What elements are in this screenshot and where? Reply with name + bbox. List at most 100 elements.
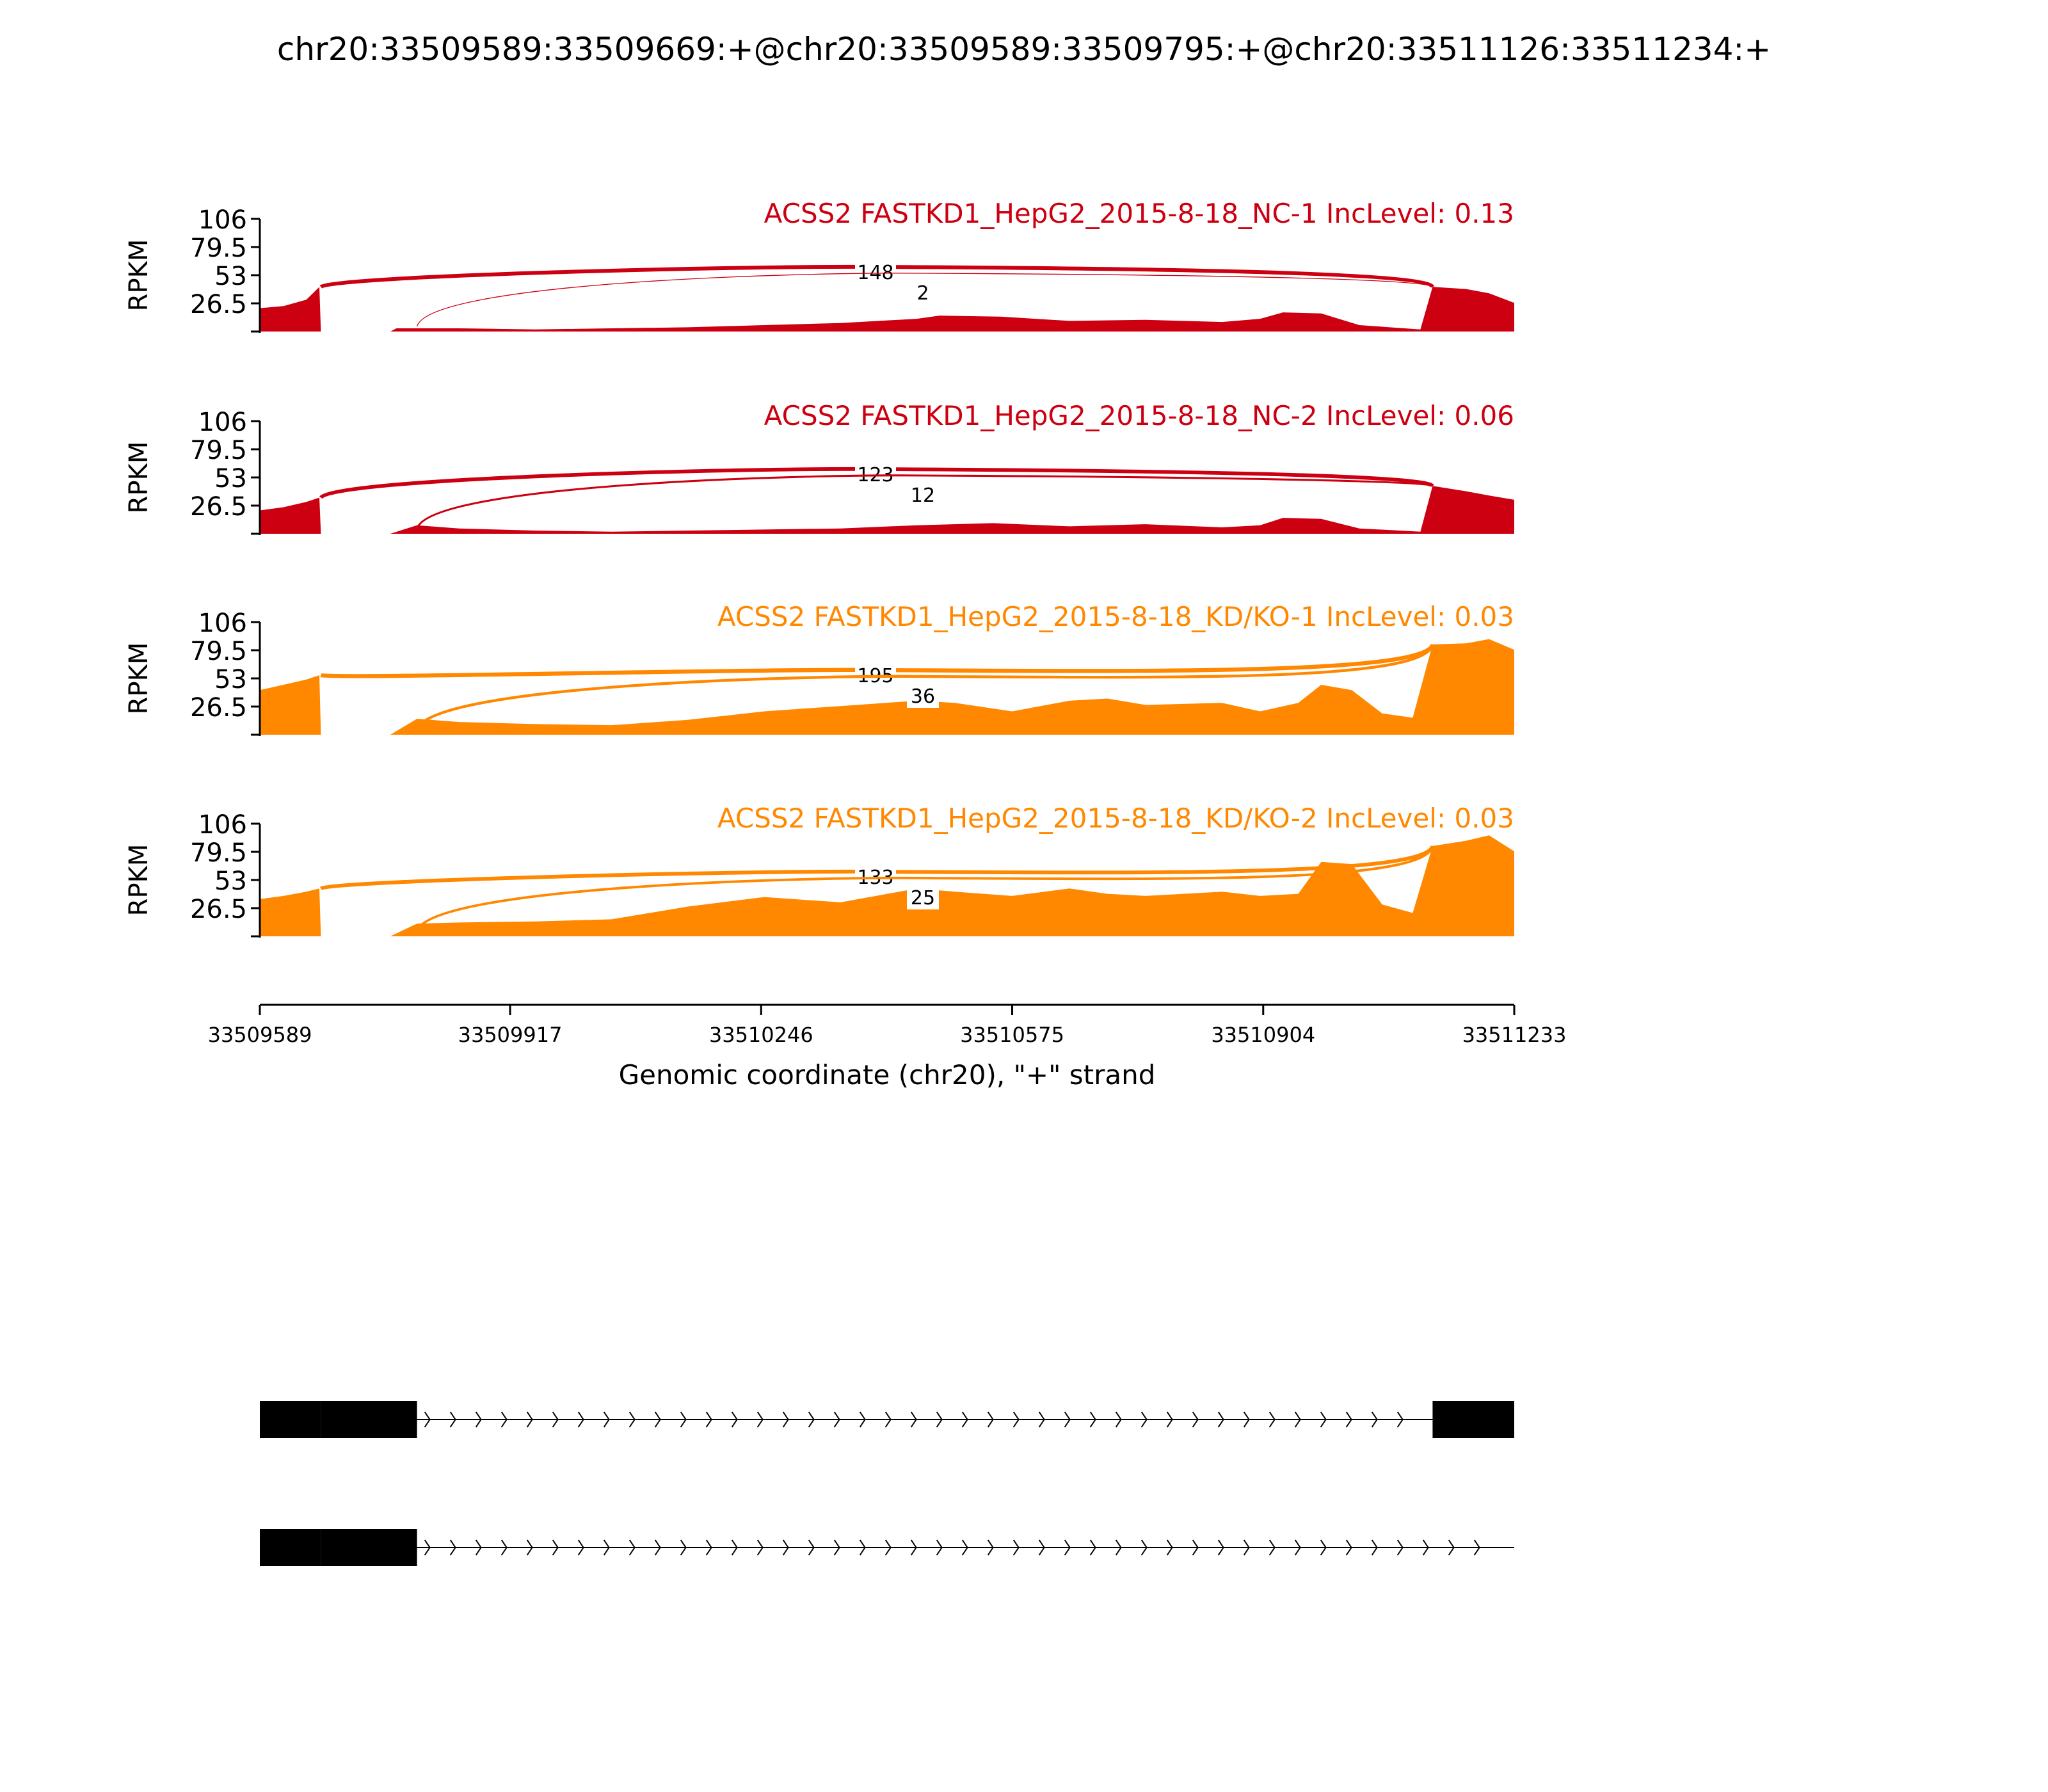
x-tick-label: 33509589 xyxy=(208,1023,312,1047)
strand-arrow xyxy=(987,1539,994,1556)
y-tick-label: 79.5 xyxy=(190,838,247,868)
x-tick-label: 33510575 xyxy=(960,1023,1064,1047)
strand-arrow xyxy=(756,1411,764,1428)
y-tick-label: 106 xyxy=(198,205,247,235)
strand-arrow xyxy=(680,1539,687,1556)
y-tick-label: 79.5 xyxy=(190,436,247,465)
coverage-area xyxy=(260,287,1514,332)
strand-arrow xyxy=(424,1411,431,1428)
strand-arrow xyxy=(1396,1539,1404,1556)
junction-label-box xyxy=(907,686,939,708)
strand-arrow xyxy=(705,1411,712,1428)
strand-arrow xyxy=(808,1539,815,1556)
y-tick-label: 26.5 xyxy=(190,290,247,319)
strand-arrow xyxy=(424,1539,431,1556)
strand-arrow xyxy=(577,1411,584,1428)
x-tick-label: 33509917 xyxy=(458,1023,563,1047)
exon-block xyxy=(260,1401,321,1438)
sample-label: ACSS2 FASTKD1_HepG2_2015-8-18_KD/KO-1 In… xyxy=(717,601,1514,632)
strand-arrow xyxy=(731,1539,738,1556)
strand-arrow xyxy=(859,1411,866,1428)
y-tick-label: 106 xyxy=(198,408,247,437)
junction-arc xyxy=(416,273,1433,327)
strand-arrow xyxy=(526,1411,533,1428)
y-tick-label: 53 xyxy=(214,464,247,493)
strand-arrow xyxy=(1115,1411,1122,1428)
strand-arrow xyxy=(1140,1539,1148,1556)
strand-arrow xyxy=(1166,1411,1173,1428)
isoform-track xyxy=(260,1401,1514,1566)
figure-title: chr20:33509589:33509669:+@chr20:33509589… xyxy=(277,31,1771,68)
strand-arrow xyxy=(987,1411,994,1428)
y-tick-label: 53 xyxy=(214,665,247,694)
strand-arrow xyxy=(1294,1539,1301,1556)
strand-arrow xyxy=(628,1539,636,1556)
strand-arrow xyxy=(1422,1539,1429,1556)
strand-arrow xyxy=(552,1411,559,1428)
x-axis-label: Genomic coordinate (chr20), "+" strand xyxy=(619,1059,1156,1091)
strand-arrow xyxy=(1448,1539,1455,1556)
isoform xyxy=(260,1529,1514,1566)
strand-arrow xyxy=(910,1539,917,1556)
strand-arrow xyxy=(475,1539,482,1556)
strand-arrow xyxy=(603,1539,610,1556)
strand-arrow xyxy=(1115,1539,1122,1556)
x-tick-label: 33510246 xyxy=(709,1023,813,1047)
strand-arrow xyxy=(680,1411,687,1428)
y-axis-label: RPKM xyxy=(124,844,154,916)
y-tick-label: 79.5 xyxy=(190,234,247,263)
strand-arrow xyxy=(1243,1411,1250,1428)
coverage-area xyxy=(260,835,1514,936)
strand-arrow xyxy=(1268,1539,1276,1556)
junction-label: 36 xyxy=(911,685,935,708)
junction-arc xyxy=(415,845,1434,932)
x-tick-label: 33511233 xyxy=(1462,1023,1567,1047)
strand-arrow xyxy=(500,1539,508,1556)
strand-arrow xyxy=(961,1411,968,1428)
strand-arrow xyxy=(1345,1539,1352,1556)
strand-arrow xyxy=(1396,1411,1404,1428)
x-tick-label: 33510904 xyxy=(1211,1023,1315,1047)
strand-arrow xyxy=(731,1411,738,1428)
strand-arrow xyxy=(782,1539,789,1556)
y-tick-label: 26.5 xyxy=(190,693,247,723)
strand-arrow xyxy=(961,1539,968,1556)
coverage-area xyxy=(260,639,1514,735)
strand-arrow xyxy=(1038,1539,1045,1556)
y-axis-label: RPKM xyxy=(124,239,154,312)
strand-arrow xyxy=(628,1411,636,1428)
strand-arrow xyxy=(1294,1411,1301,1428)
strand-arrow xyxy=(1064,1539,1071,1556)
strand-arrow xyxy=(705,1539,712,1556)
strand-arrow xyxy=(833,1539,840,1556)
junction-label: 2 xyxy=(916,282,929,305)
strand-arrow xyxy=(1089,1411,1096,1428)
strand-arrow xyxy=(884,1539,892,1556)
y-tick-label: 53 xyxy=(214,867,247,896)
strand-arrow xyxy=(1371,1539,1378,1556)
exon-block xyxy=(321,1529,417,1566)
strand-arrow xyxy=(1166,1539,1173,1556)
junction-arc xyxy=(416,474,1434,529)
strand-arrow xyxy=(449,1411,456,1428)
strand-arrow xyxy=(449,1539,456,1556)
strand-arrow xyxy=(1268,1411,1276,1428)
strand-arrow xyxy=(808,1411,815,1428)
y-tick-label: 53 xyxy=(214,262,247,291)
strand-arrow xyxy=(1243,1539,1250,1556)
y-tick-label: 26.5 xyxy=(190,895,247,924)
junction-label-box xyxy=(907,283,939,305)
strand-arrow xyxy=(1345,1411,1352,1428)
strand-arrow xyxy=(1320,1539,1327,1556)
strand-arrow xyxy=(603,1411,610,1428)
strand-arrow xyxy=(552,1539,559,1556)
strand-arrow xyxy=(1371,1411,1378,1428)
strand-arrow xyxy=(859,1539,866,1556)
junction-label-box xyxy=(907,888,939,909)
strand-arrow xyxy=(654,1411,661,1428)
